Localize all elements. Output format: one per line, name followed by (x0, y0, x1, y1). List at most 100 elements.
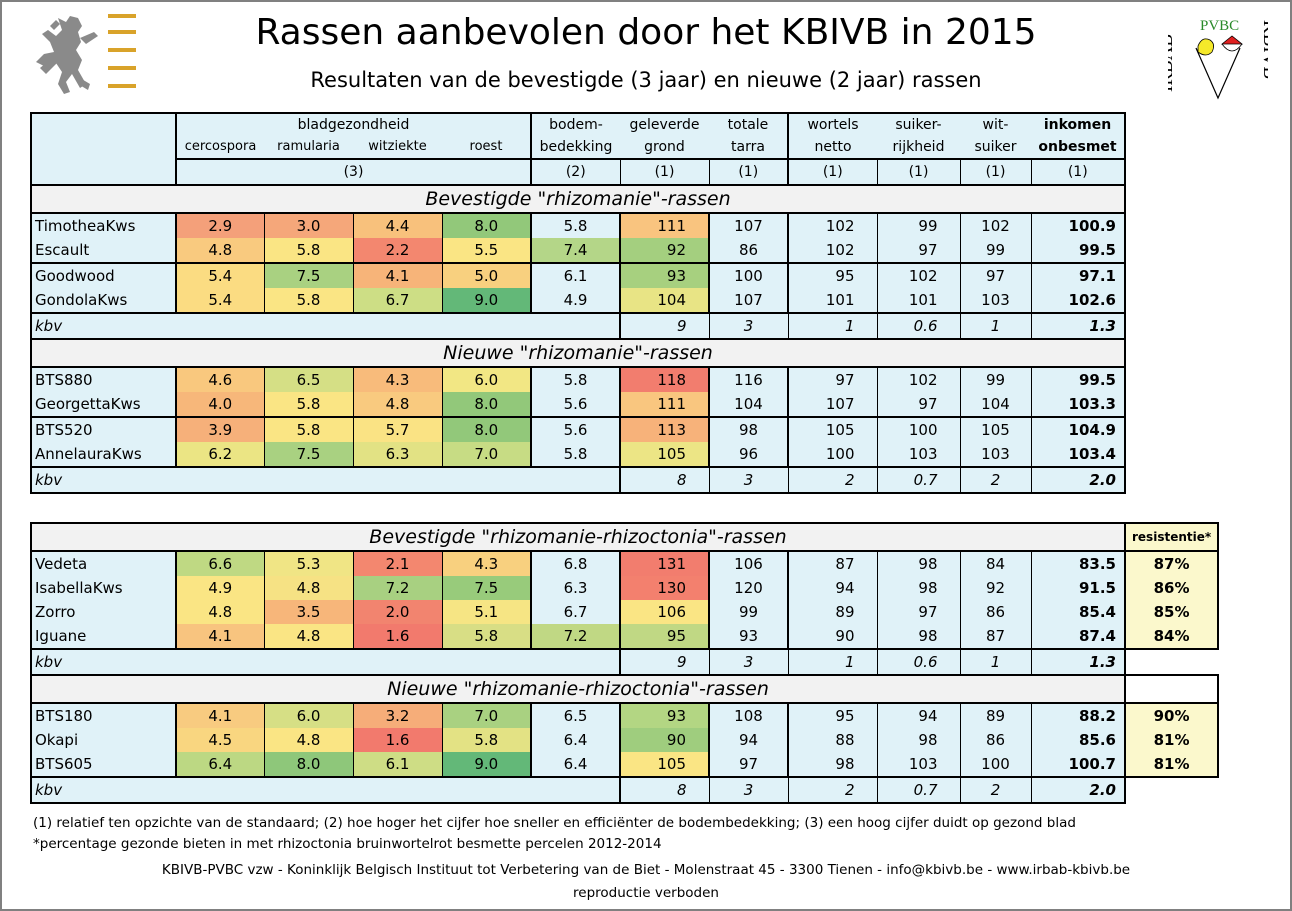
section-header-row: Nieuwe "rhizomanie-rhizoctonia"-rassen (30, 674, 1220, 704)
resistentie-value: 81% (1123, 728, 1220, 752)
wortels-netto-value: 87 (787, 550, 878, 576)
resistentie-value: 84% (1123, 624, 1220, 650)
totale-tarra-value: 93 (708, 624, 789, 650)
witsuiker-value: 99 (959, 366, 1032, 392)
leaf-health-score-witziekte: 4.3 (352, 366, 443, 392)
variety-name: Iguane (30, 624, 177, 650)
geleverde-grond-value: 105 (619, 752, 710, 778)
suikerrijkheid-value: 94 (876, 702, 961, 728)
kbv-suiker: 0.7 (876, 776, 961, 804)
kbv-wit: 2 (959, 776, 1032, 804)
suikerrijkheid-value: 98 (876, 576, 961, 600)
wortels-netto-value: 105 (787, 416, 878, 442)
leaf-health-score-cercospora: 4.1 (175, 624, 265, 650)
leaf-health-score-cercospora: 5.4 (175, 262, 265, 288)
pvbc-text: PVBC (1200, 18, 1239, 34)
witsuiker-value: 92 (959, 576, 1032, 600)
section-title: Bevestigde "rhizomanie-rhizoctonia"-rass… (30, 522, 1126, 552)
kbv-wortels: 2 (787, 776, 878, 804)
header-grond-1: geleverde (620, 112, 709, 136)
kbv-wortels: 1 (787, 312, 878, 340)
kbv-grond: 8 (619, 466, 710, 494)
wortels-netto-value: 107 (787, 392, 878, 418)
leaf-health-score-cercospora: 4.5 (175, 728, 265, 752)
footnote-2: *percentage gezonde bieten in met rhizoc… (33, 836, 662, 852)
bodembedekking-value: 6.4 (530, 752, 621, 778)
irbab-text: IRBAB (1168, 34, 1177, 92)
witsuiker-value: 86 (959, 600, 1032, 624)
leaf-health-score-witziekte: 4.1 (352, 262, 443, 288)
suikerrijkheid-value: 98 (876, 550, 961, 576)
leaf-health-score-ramularia: 4.8 (263, 624, 354, 650)
variety-name: BTS180 (30, 702, 177, 728)
note-grond: (1) (619, 158, 710, 186)
bodembedekking-value: 7.2 (530, 624, 621, 650)
witsuiker-value: 86 (959, 728, 1032, 752)
geleverde-grond-value: 90 (619, 728, 710, 752)
leaf-health-score-roest: 5.5 (441, 238, 532, 264)
kbv-suiker: 0.7 (876, 466, 961, 494)
inkomen-value: 103.3 (1030, 392, 1126, 418)
wortels-netto-value: 94 (787, 576, 878, 600)
header-inkomen-2: onbesmet (1031, 136, 1126, 160)
header-bodem-2: bedekking (530, 136, 620, 160)
leaf-health-score-roest: 5.1 (441, 600, 532, 624)
geleverde-grond-value: 131 (619, 550, 710, 576)
totale-tarra-value: 94 (708, 728, 789, 752)
inkomen-value: 85.4 (1030, 600, 1126, 624)
section-title: Bevestigde "rhizomanie"-rassen (30, 184, 1126, 214)
page-subtitle: Resultaten van de bevestigde (3 jaar) en… (310, 68, 982, 92)
leaf-health-score-ramularia: 8.0 (263, 752, 354, 778)
header-wortels-1: wortels (787, 112, 877, 136)
header-inkomen-1: inkomen (1031, 112, 1126, 136)
bodembedekking-value: 6.7 (530, 600, 621, 624)
geleverde-grond-value: 113 (619, 416, 710, 442)
leaf-health-score-witziekte: 2.2 (352, 238, 443, 264)
bodembedekking-value: 5.8 (530, 366, 621, 392)
inkomen-value: 85.6 (1030, 728, 1126, 752)
bodembedekking-value: 6.5 (530, 702, 621, 728)
kbv-suiker: 0.6 (876, 312, 961, 340)
variety-name: Okapi (30, 728, 177, 752)
table-row: BTS605 6.4 8.0 6.1 9.0 6.4 105 97 98 103 100 100.7 8… (30, 752, 1220, 778)
inkomen-value: 87.4 (1030, 624, 1126, 650)
wortels-netto-value: 98 (787, 752, 878, 778)
witsuiker-value: 105 (959, 416, 1032, 442)
leaf-health-score-roest: 9.0 (441, 752, 532, 778)
wortels-netto-value: 88 (787, 728, 878, 752)
section-header-row: Bevestigde "rhizomanie-rhizoctonia"-rass… (30, 522, 1220, 552)
leaf-health-score-cercospora: 6.6 (175, 550, 265, 576)
geleverde-grond-value: 92 (619, 238, 710, 264)
note-suiker: (1) (876, 158, 961, 186)
bodembedekking-value: 7.4 (530, 238, 621, 264)
geleverde-grond-value: 106 (619, 600, 710, 624)
header-bodem-1: bodem- (530, 112, 620, 136)
kbv-wit: 1 (959, 312, 1032, 340)
leaf-health-score-roest: 7.0 (441, 442, 532, 468)
header-cercospora: cercospora (175, 136, 264, 160)
leaf-health-score-ramularia: 3.0 (263, 212, 354, 238)
geleverde-grond-value: 93 (619, 702, 710, 728)
bodembedekking-value: 5.8 (530, 212, 621, 238)
leaf-health-score-roest: 4.3 (441, 550, 532, 576)
bodembedekking-value: 5.6 (530, 392, 621, 418)
leaf-health-score-cercospora: 4.8 (175, 238, 265, 264)
geleverde-grond-value: 95 (619, 624, 710, 650)
wortels-netto-value: 90 (787, 624, 878, 650)
leaf-health-score-roest: 8.0 (441, 392, 532, 418)
witsuiker-value: 99 (959, 238, 1032, 264)
totale-tarra-value: 107 (708, 212, 789, 238)
totale-tarra-value: 108 (708, 702, 789, 728)
bodembedekking-value: 4.9 (530, 288, 621, 314)
inkomen-value: 100.9 (1030, 212, 1126, 238)
wortels-netto-value: 101 (787, 288, 878, 314)
leaf-health-score-witziekte: 2.1 (352, 550, 443, 576)
suikerrijkheid-value: 99 (876, 212, 961, 238)
kbv-label: kbv (30, 648, 621, 676)
table-row: Zorro 4.8 3.5 2.0 5.1 6.7 106 99 89 97 86 85.4 85% (30, 600, 1220, 624)
leaf-health-score-roest: 7.0 (441, 702, 532, 728)
variety-name: AnnelauraKws (30, 442, 177, 468)
kbv-tarra: 3 (708, 312, 789, 340)
variety-name: Goodwood (30, 262, 177, 288)
leaf-health-score-witziekte: 4.4 (352, 212, 443, 238)
